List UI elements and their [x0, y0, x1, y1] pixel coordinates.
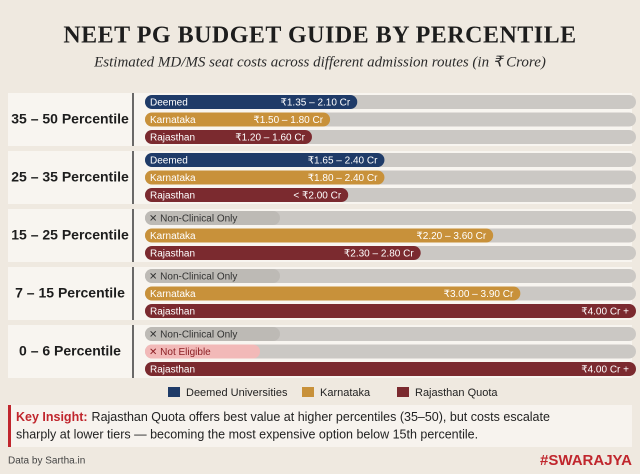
chart-title: NEET PG BUDGET GUIDE BY PERCENTILE [63, 23, 576, 49]
cost-bar [145, 153, 385, 167]
value-label: ₹1.35 – 2.10 Cr [281, 98, 351, 109]
group-label: 0 – 6 Percentile [19, 343, 121, 359]
cost-bar [145, 112, 331, 127]
cost-bar [145, 286, 521, 301]
row-name: Rajasthan [150, 191, 195, 202]
legend-swatch [168, 387, 180, 397]
value-label: < ₹2.00 Cr [293, 191, 341, 202]
row-name: Karnataka [150, 289, 196, 300]
row-name: Deemed [150, 98, 188, 109]
row-name: Karnataka [150, 115, 196, 126]
value-label: ₹1.20 – 1.60 Cr [235, 133, 305, 144]
legend-swatch [397, 387, 409, 397]
value-label: ₹2.20 – 3.60 Cr [416, 231, 486, 242]
status-label: ✕ Not Eligible [149, 347, 211, 358]
status-label: ✕ Non-Clinical Only [149, 214, 237, 225]
row-name: Deemed [150, 156, 188, 167]
insight-line: Rajasthan Quota offers best value at hig… [92, 410, 550, 424]
insight-lead: Key Insight: [16, 410, 88, 424]
insight-line: sharply at lower tiers — becoming the mo… [16, 427, 478, 441]
value-label: ₹2.30 – 2.80 Cr [344, 249, 414, 260]
chart-subtitle: Estimated MD/MS seat costs across differ… [93, 54, 546, 70]
row-name: Rajasthan [150, 365, 195, 376]
value-label: ₹1.80 – 2.40 Cr [308, 173, 378, 184]
cost-bar [145, 228, 494, 243]
value-label: ₹4.00 Cr + [581, 307, 629, 318]
group-label: 7 – 15 Percentile [15, 285, 125, 301]
status-bar [145, 211, 280, 225]
source: Data by Sartha.in [8, 456, 85, 467]
brand: #SWARAJYA [540, 452, 632, 469]
value-label: ₹1.50 – 1.80 Cr [253, 115, 323, 126]
cost-bar [145, 362, 636, 376]
cost-bar [145, 188, 349, 202]
cost-bar [145, 246, 421, 260]
group-label: 25 – 35 Percentile [11, 169, 129, 185]
value-label: ₹4.00 Cr + [581, 365, 629, 376]
status-bar [145, 327, 280, 341]
cost-bar [145, 304, 636, 318]
group-label: 35 – 50 Percentile [11, 111, 129, 127]
track [145, 344, 636, 359]
status-label: ✕ Non-Clinical Only [149, 330, 237, 341]
status-bar [145, 344, 260, 359]
cost-bar [145, 130, 312, 144]
row-name: Rajasthan [150, 249, 195, 260]
value-label: ₹1.65 – 2.40 Cr [308, 156, 378, 167]
insight-accent [8, 405, 11, 447]
legend-label: Rajasthan Quota [415, 387, 498, 399]
legend-label: Karnataka [320, 387, 371, 399]
row-name: Rajasthan [150, 133, 195, 144]
legend-swatch [302, 387, 314, 397]
cost-bar [145, 170, 385, 185]
value-label: ₹3.00 – 3.90 Cr [444, 289, 514, 300]
status-label: ✕ Non-Clinical Only [149, 272, 237, 283]
group-label: 15 – 25 Percentile [11, 227, 129, 243]
row-name: Karnataka [150, 173, 196, 184]
legend-label: Deemed Universities [186, 387, 288, 399]
status-bar [145, 269, 280, 283]
row-name: Rajasthan [150, 307, 195, 318]
insight-text: Key Insight: Rajasthan Quota offers best … [16, 410, 550, 424]
row-name: Karnataka [150, 231, 196, 242]
cost-bar [145, 95, 358, 109]
insight-box [8, 405, 632, 447]
